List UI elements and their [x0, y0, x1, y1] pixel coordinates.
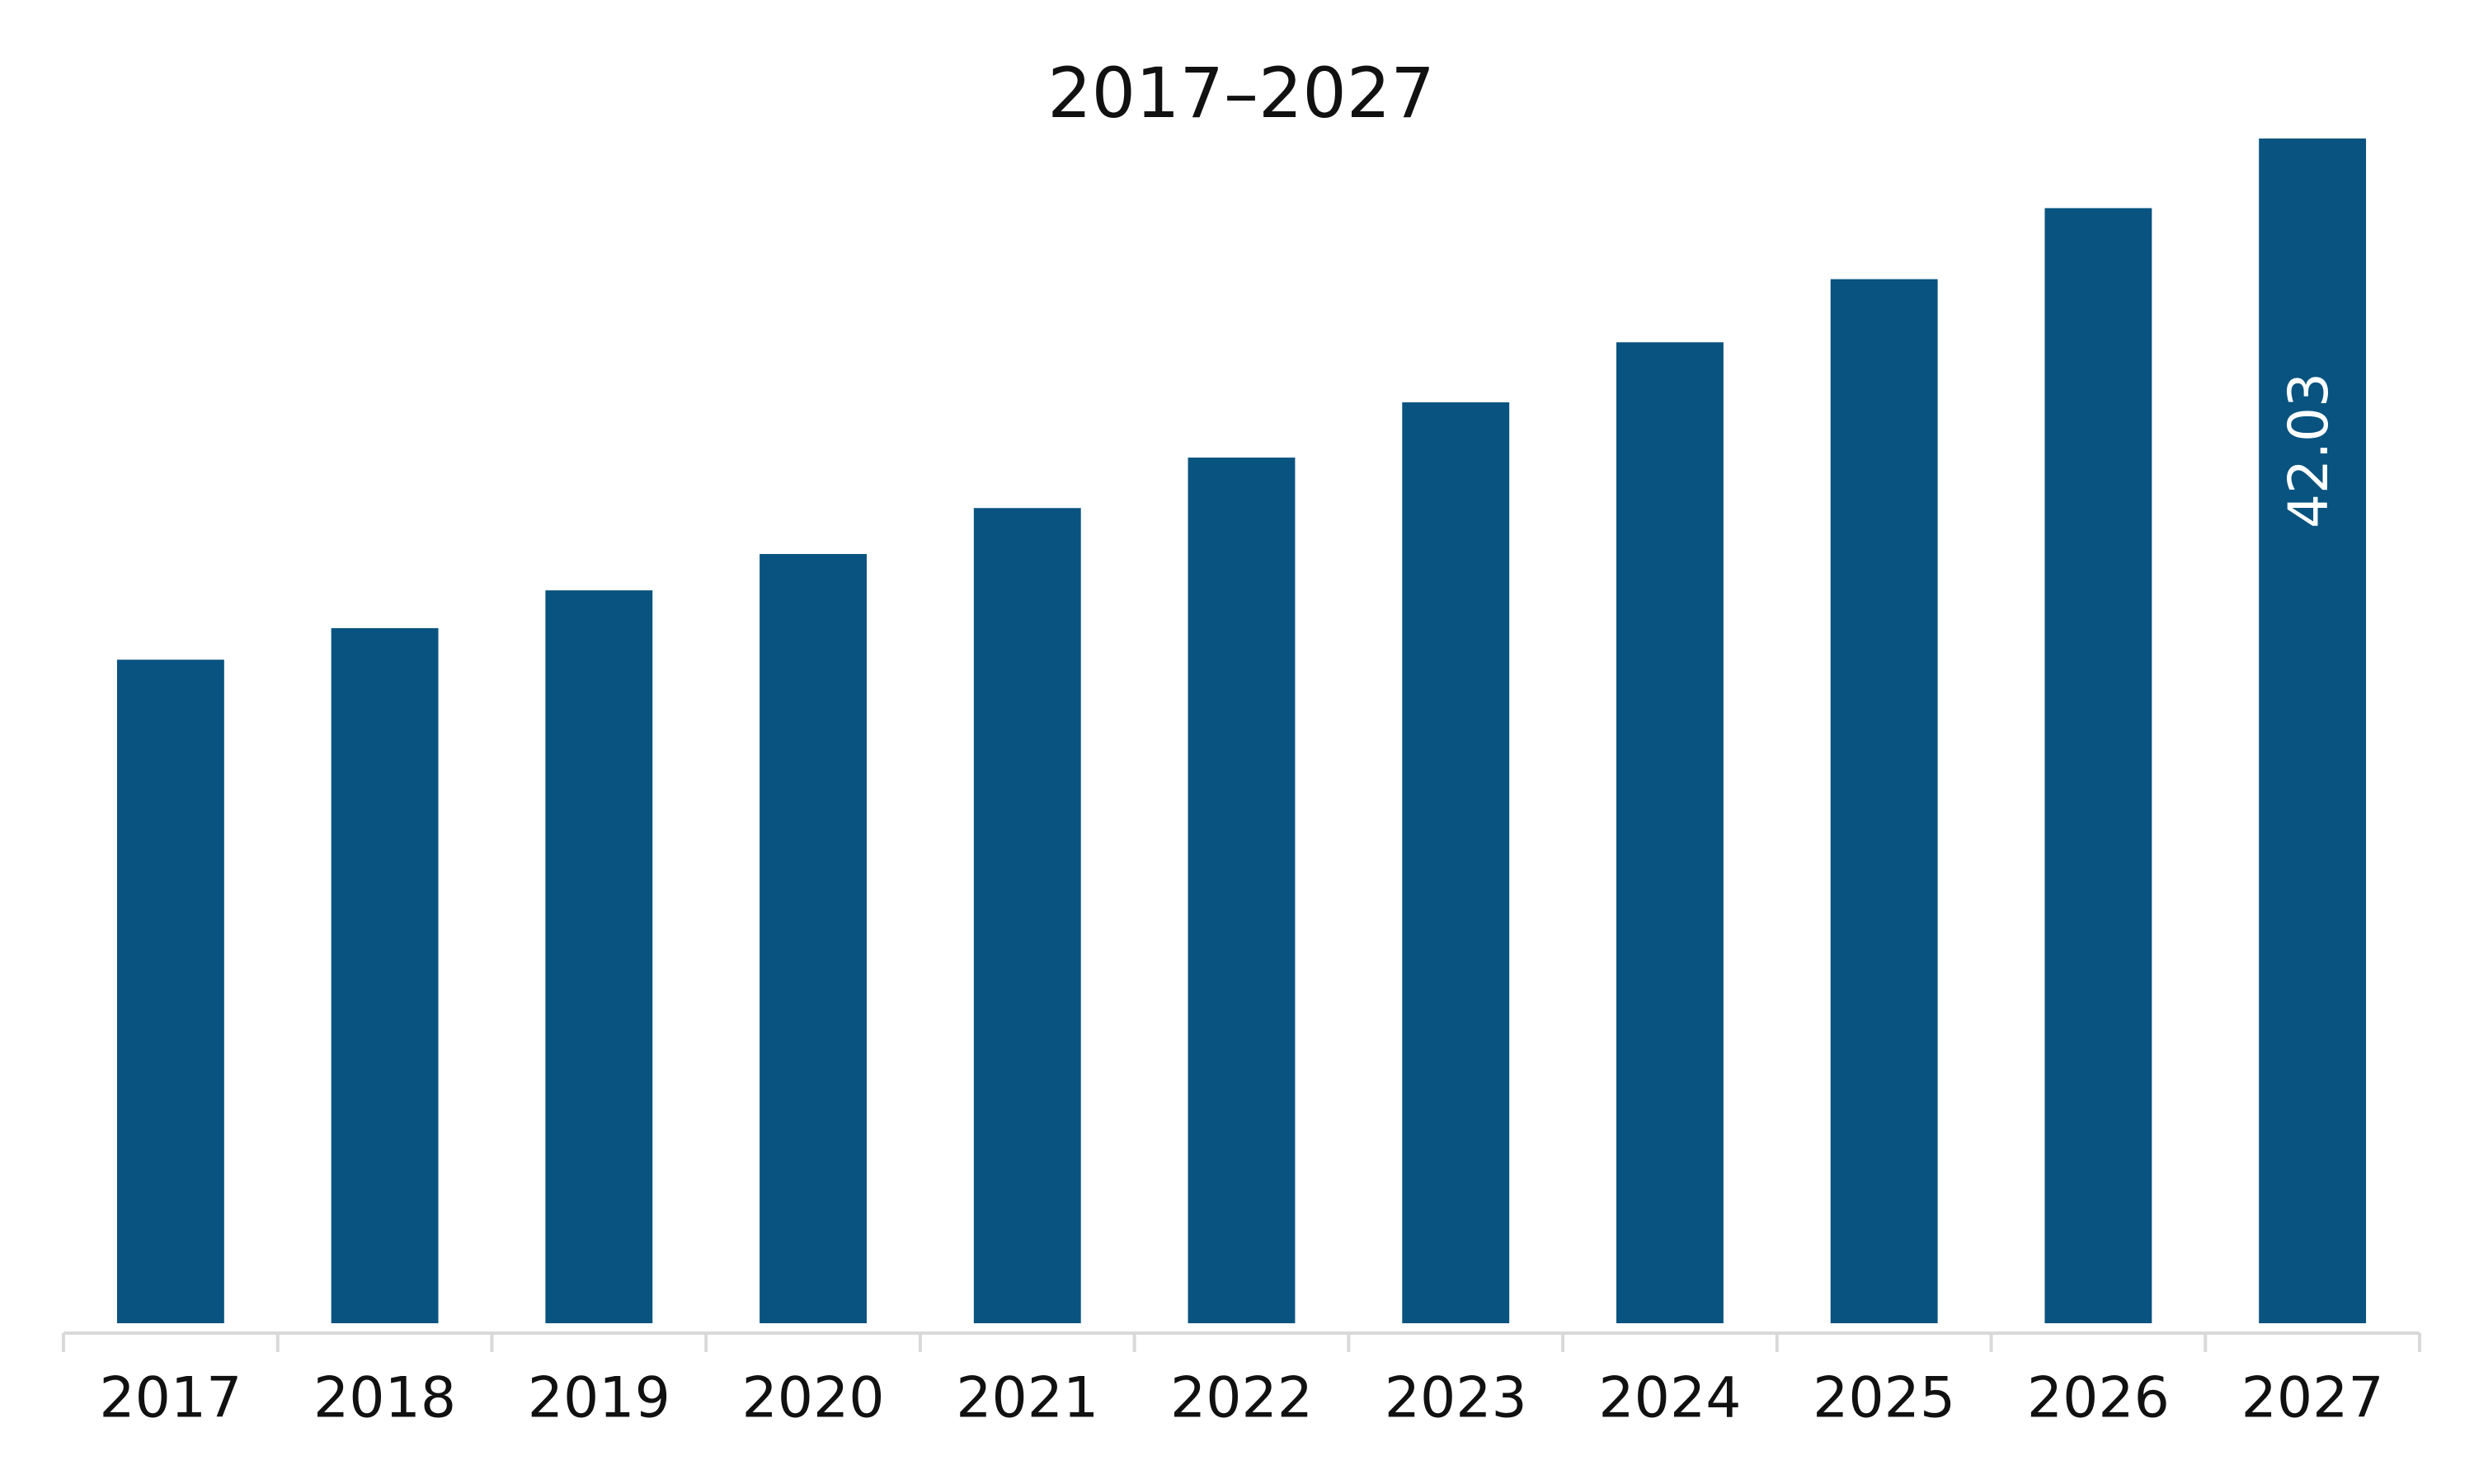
- bar: [2259, 139, 2367, 1323]
- x-tick-label: 2024: [1598, 1366, 1741, 1431]
- x-tick-label: 2018: [313, 1366, 456, 1431]
- x-tick-label: 2017: [99, 1366, 242, 1431]
- bar: [1188, 458, 1296, 1323]
- x-tick-label: 2021: [956, 1366, 1098, 1431]
- x-tick-label: 2025: [1813, 1366, 1955, 1431]
- bar: [331, 627, 439, 1323]
- bar: [973, 508, 1081, 1323]
- bar: [760, 553, 867, 1323]
- bar: [1830, 279, 1938, 1323]
- x-tick-label: 2022: [1170, 1366, 1313, 1431]
- bar: [1616, 342, 1724, 1323]
- x-tick-label: 2019: [528, 1366, 670, 1431]
- x-tick-label: 2020: [742, 1366, 885, 1431]
- x-tick-label: 2023: [1385, 1366, 1527, 1431]
- value-label: 42.03: [2277, 373, 2340, 528]
- bar: [1402, 402, 1510, 1324]
- bar: [116, 660, 224, 1323]
- x-tick-label: 2026: [2027, 1366, 2170, 1431]
- x-tick-label: 2027: [2241, 1366, 2384, 1431]
- bar: [2044, 208, 2152, 1323]
- bar: [545, 590, 653, 1323]
- chart-title: 2017–2027: [1047, 53, 1435, 134]
